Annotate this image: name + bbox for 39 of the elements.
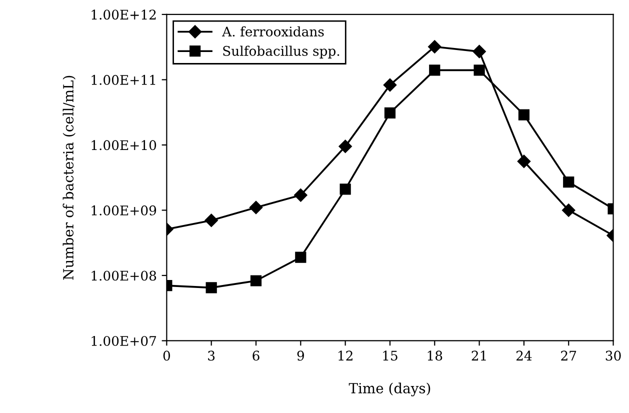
legend-label: Sulfobacillus spp. [223,46,340,58]
point [472,44,486,58]
point [517,154,531,168]
y-tick-label: 1.00E+09 [92,205,156,216]
x-tick-label: 27 [561,350,576,360]
point [429,64,440,76]
y-tick-label: 1.00E+11 [92,74,156,85]
x-tick-label: 12 [338,350,352,360]
x-tick-label: 0 [163,350,170,361]
point [294,188,308,202]
point [206,282,217,294]
point [340,184,351,195]
point [563,176,574,188]
y-tick-label: 1.00E+10 [92,140,156,150]
y-axis-title: Number of bacteria (cell/mL) [62,76,76,280]
x-tick-label: 3 [208,350,215,361]
y-tick-label: 1.00E+12 [92,10,156,20]
x-tick-label: 18 [428,350,442,361]
x-tick-label: 21 [472,350,486,360]
point [428,40,442,54]
x-axis-title: Time (days) [348,382,430,396]
point [383,78,397,92]
y-tick-label: 1.00E+07 [92,336,156,346]
point [338,140,352,154]
point [250,275,262,286]
point [204,214,218,227]
point [384,107,396,118]
x-tick-label: 24 [516,350,532,360]
x-tick-label: 30 [606,350,621,361]
point [474,64,485,76]
point [518,109,530,120]
legend-label: A. ferrooxidans [222,26,324,37]
x-tick-label: 9 [297,350,304,361]
x-tick-label: 15 [383,350,398,361]
y-tick-label: 1.00E+08 [92,270,156,281]
x-tick-label: 6 [252,350,260,361]
point [562,204,576,217]
point [295,252,306,263]
point [249,200,263,214]
